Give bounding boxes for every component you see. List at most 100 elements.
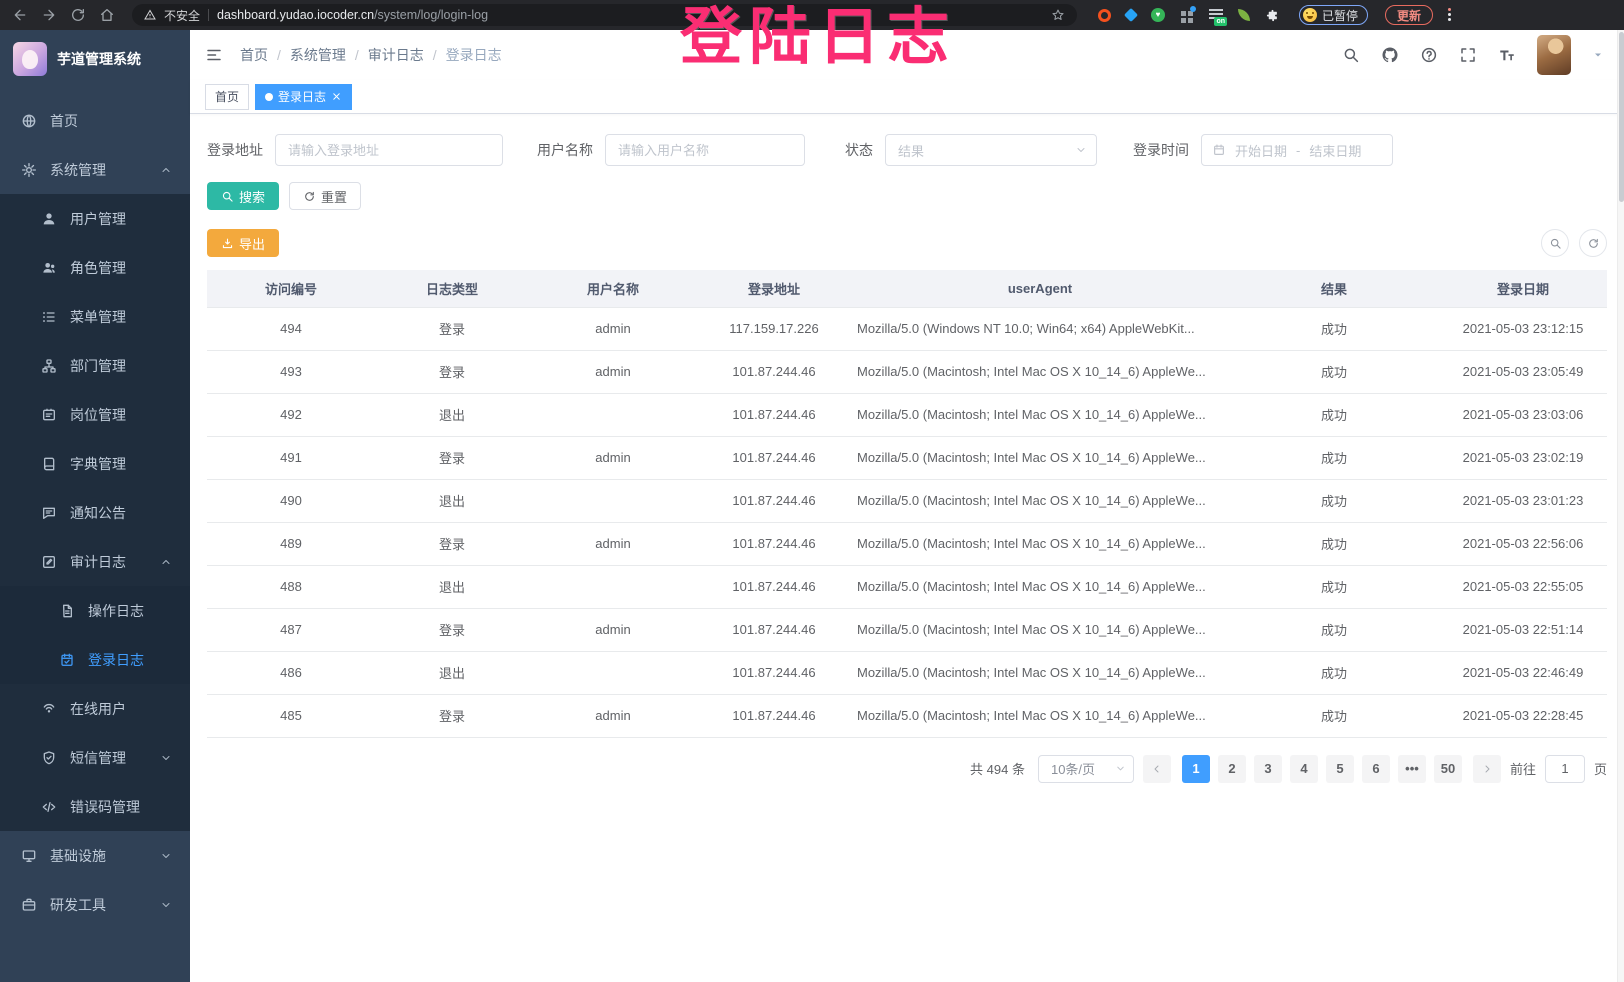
page-button[interactable]: ••• bbox=[1397, 754, 1426, 783]
cell-log-type: 登录 bbox=[375, 350, 529, 394]
status-select[interactable]: 结果 bbox=[885, 134, 1097, 166]
cell-result: 成功 bbox=[1229, 393, 1439, 437]
user-avatar[interactable] bbox=[1537, 35, 1571, 75]
sidebar-item-system[interactable]: 系统管理 bbox=[0, 145, 190, 194]
ext-leaf-icon[interactable] bbox=[1238, 9, 1250, 21]
sidebar-item-dept[interactable]: 部门管理 bbox=[0, 341, 190, 390]
page-button[interactable]: 4 bbox=[1289, 754, 1318, 783]
breadcrumb-item[interactable]: 首页 bbox=[240, 45, 290, 65]
sidebar-item-notice[interactable]: 通知公告 bbox=[0, 488, 190, 537]
tag-view-tab[interactable]: 首页 bbox=[205, 83, 250, 110]
page-unit-label: 页 bbox=[1593, 762, 1607, 777]
breadcrumb-item[interactable]: 审计日志 bbox=[368, 45, 446, 65]
page-button[interactable]: 2 bbox=[1217, 754, 1246, 783]
sidebar-item-devtool[interactable]: 研发工具 bbox=[0, 880, 190, 929]
header-actions bbox=[1342, 35, 1604, 75]
ext-blue-diamond-icon[interactable] bbox=[1123, 7, 1139, 23]
sidebar-item-role[interactable]: 角色管理 bbox=[0, 243, 190, 292]
table-row: 485 登录 admin 101.87.244.46 Mozilla/5.0 (… bbox=[207, 694, 1607, 738]
refresh-table-button[interactable] bbox=[1579, 229, 1607, 257]
back-icon[interactable] bbox=[12, 7, 28, 23]
column-header: 登录地址 bbox=[697, 270, 851, 308]
pagination-total: 共 494 条 bbox=[970, 762, 1025, 777]
download-icon bbox=[221, 237, 234, 250]
login-address-input[interactable] bbox=[275, 134, 503, 166]
sidebar-item-error-code[interactable]: 错误码管理 bbox=[0, 782, 190, 831]
page-button[interactable]: 6 bbox=[1361, 754, 1390, 783]
omnibox-divider bbox=[208, 9, 210, 21]
sidebar-item-post[interactable]: 岗位管理 bbox=[0, 390, 190, 439]
sidebar-item-dict[interactable]: 字典管理 bbox=[0, 439, 190, 488]
breadcrumb-item[interactable]: 系统管理 bbox=[290, 45, 368, 65]
hamburger-icon[interactable] bbox=[205, 46, 223, 64]
chevron-left-icon bbox=[1151, 763, 1163, 775]
profile-paused-pill[interactable]: 已暂停 bbox=[1299, 5, 1369, 25]
next-page-button[interactable] bbox=[1472, 754, 1501, 783]
page-button[interactable]: 1 bbox=[1181, 754, 1210, 783]
login-address-label: 登录地址 bbox=[207, 142, 263, 158]
sidebar-item-online-user[interactable]: 在线用户 bbox=[0, 684, 190, 733]
table-row: 487 登录 admin 101.87.244.46 Mozilla/5.0 (… bbox=[207, 608, 1607, 652]
ext-list-on-icon[interactable] bbox=[1209, 8, 1227, 26]
sidebar-item-home[interactable]: 首页 bbox=[0, 96, 190, 145]
table-row: 492 退出 101.87.244.46 Mozilla/5.0 (Macint… bbox=[207, 393, 1607, 437]
cell-login-address: 101.87.244.46 bbox=[697, 350, 851, 394]
sms-icon bbox=[41, 750, 57, 766]
ext-puzzle-icon[interactable] bbox=[1265, 8, 1280, 23]
tab-active-dot bbox=[265, 92, 274, 101]
cell-log-type: 登录 bbox=[375, 522, 529, 566]
reload-icon[interactable] bbox=[70, 7, 86, 23]
cell-log-type: 退出 bbox=[375, 651, 529, 695]
help-icon[interactable] bbox=[1420, 46, 1438, 64]
sidebar-item-menu[interactable]: 菜单管理 bbox=[0, 292, 190, 341]
cell-username: admin bbox=[529, 608, 697, 652]
sidebar-item-infra[interactable]: 基础设施 bbox=[0, 831, 190, 880]
page-button[interactable]: 3 bbox=[1253, 754, 1282, 783]
toggle-search-button[interactable] bbox=[1541, 229, 1569, 257]
username-input[interactable] bbox=[605, 134, 805, 166]
cell-login-address: 101.87.244.46 bbox=[697, 565, 851, 609]
sidebar-item-sms[interactable]: 短信管理 bbox=[0, 733, 190, 782]
user-icon bbox=[41, 211, 57, 227]
font-size-icon[interactable] bbox=[1498, 46, 1516, 64]
login-time-range-picker[interactable]: 开始日期 - 结束日期 bbox=[1201, 134, 1393, 166]
caret-down-icon[interactable] bbox=[1592, 49, 1604, 61]
search-button[interactable]: 搜索 bbox=[207, 182, 280, 210]
browser-update-button[interactable]: 更新 bbox=[1385, 5, 1434, 25]
browser-menu-icon[interactable] bbox=[1448, 7, 1452, 23]
scrollbar[interactable] bbox=[1617, 30, 1624, 982]
sidebar-item-login-log[interactable]: 登录日志 bbox=[0, 635, 190, 684]
address-bar[interactable]: 不安全 dashboard.yudao.iocoder.cn/system/lo… bbox=[132, 4, 1077, 26]
close-icon[interactable] bbox=[331, 91, 342, 102]
ext-orange-icon[interactable] bbox=[1098, 8, 1111, 22]
page-buttons: 1 2 3 4 5 6 ••• 50 bbox=[1181, 754, 1462, 783]
cell-username bbox=[529, 479, 697, 523]
calendar-icon bbox=[1212, 143, 1226, 157]
forward-icon[interactable] bbox=[41, 7, 57, 23]
sidebar-item-audit[interactable]: 审计日志 bbox=[0, 537, 190, 586]
sidebar-item-operate-log[interactable]: 操作日志 bbox=[0, 586, 190, 635]
scrollbar-thumb[interactable] bbox=[1619, 32, 1624, 202]
page-size-select[interactable]: 10条/页 bbox=[1037, 754, 1134, 783]
cell-log-id: 491 bbox=[207, 436, 375, 480]
sidebar-item-user[interactable]: 用户管理 bbox=[0, 194, 190, 243]
fullscreen-icon[interactable] bbox=[1459, 46, 1477, 64]
tag-view-tab[interactable]: 登录日志 bbox=[255, 83, 353, 110]
export-button[interactable]: 导出 bbox=[207, 229, 280, 257]
prev-page-button[interactable] bbox=[1142, 754, 1171, 783]
ext-green-heart-icon[interactable] bbox=[1151, 8, 1165, 22]
devtool-icon bbox=[21, 897, 37, 913]
page-button[interactable]: 5 bbox=[1325, 754, 1354, 783]
cell-username bbox=[529, 393, 697, 437]
username-label: 用户名称 bbox=[537, 142, 593, 158]
bookmark-star-icon[interactable] bbox=[1051, 8, 1065, 22]
page-button[interactable]: 50 bbox=[1433, 754, 1462, 783]
warning-icon bbox=[144, 9, 156, 21]
login-log-icon bbox=[59, 652, 75, 668]
github-icon[interactable] bbox=[1381, 46, 1399, 64]
home-icon[interactable] bbox=[99, 7, 115, 23]
reset-button[interactable]: 重置 bbox=[289, 182, 362, 210]
goto-page-input[interactable] bbox=[1544, 754, 1585, 783]
ext-grid-icon[interactable] bbox=[1180, 6, 1196, 22]
search-icon[interactable] bbox=[1342, 46, 1360, 64]
